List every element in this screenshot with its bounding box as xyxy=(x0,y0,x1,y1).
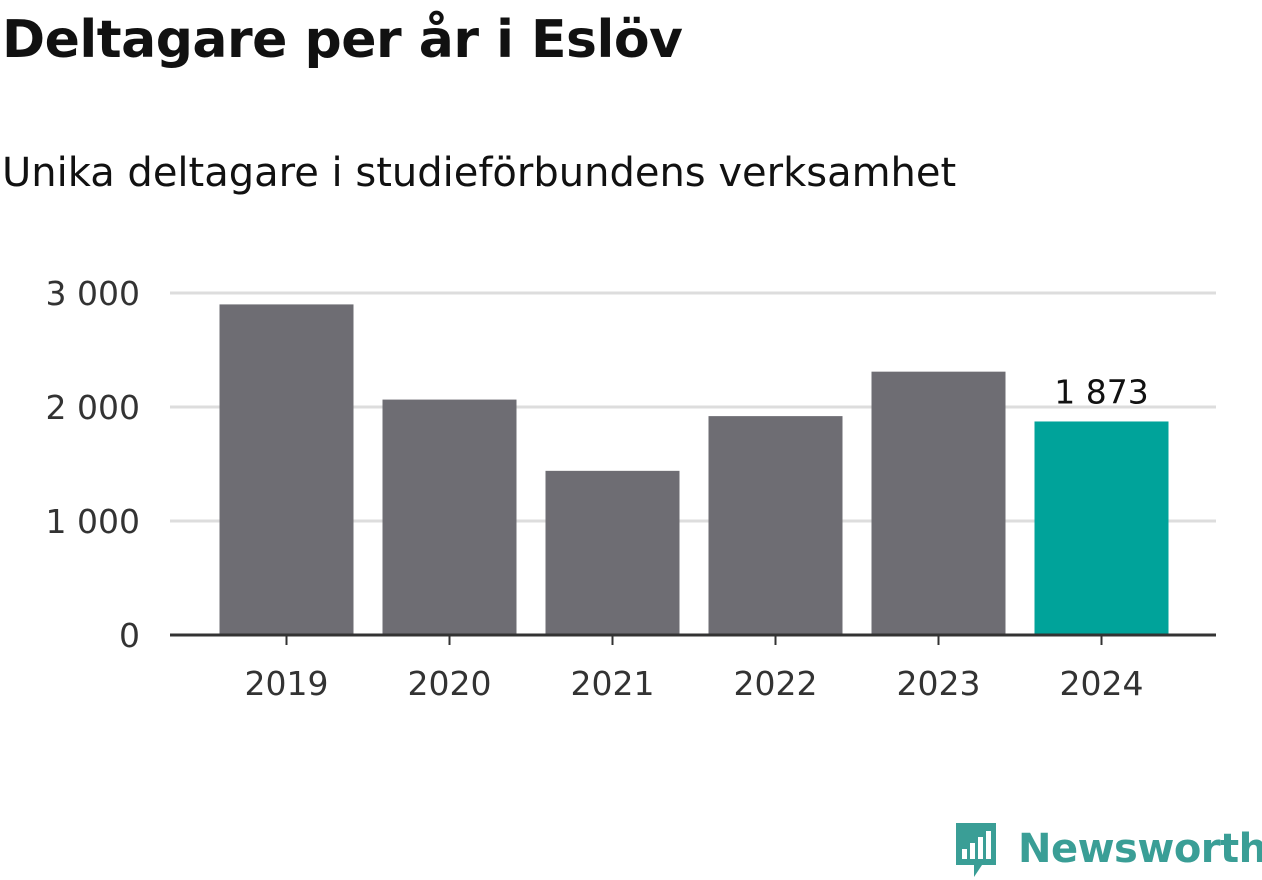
x-tick-label: 2019 xyxy=(245,664,329,703)
bar-2024 xyxy=(1034,421,1169,635)
chart-title: Deltagare per år i Eslöv xyxy=(2,10,683,70)
data-label: 1 873 xyxy=(1054,372,1148,411)
bar-2020 xyxy=(382,399,517,635)
newsworthy-brand: Newsworthy xyxy=(952,818,1262,880)
x-tick-label: 2022 xyxy=(734,664,818,703)
bar-2019 xyxy=(219,304,354,635)
y-tick-label: 1 000 xyxy=(46,502,140,541)
chart-subtitle: Unika deltagare i studieförbundens verks… xyxy=(2,150,957,196)
x-tick-label: 2020 xyxy=(408,664,492,703)
x-tick-label: 2023 xyxy=(897,664,981,703)
bar-2022 xyxy=(708,416,843,635)
x-tick-label: 2024 xyxy=(1060,664,1144,703)
brand-name: Newsworthy xyxy=(1018,826,1262,872)
bar-2021 xyxy=(545,470,680,635)
bar-2023 xyxy=(871,371,1006,635)
x-tick-label: 2021 xyxy=(571,664,655,703)
y-tick-label: 3 000 xyxy=(46,274,140,313)
bar-chart-speech-bubble-icon xyxy=(956,823,996,877)
y-tick-label: 2 000 xyxy=(46,388,140,427)
y-tick-label: 0 xyxy=(119,616,140,655)
